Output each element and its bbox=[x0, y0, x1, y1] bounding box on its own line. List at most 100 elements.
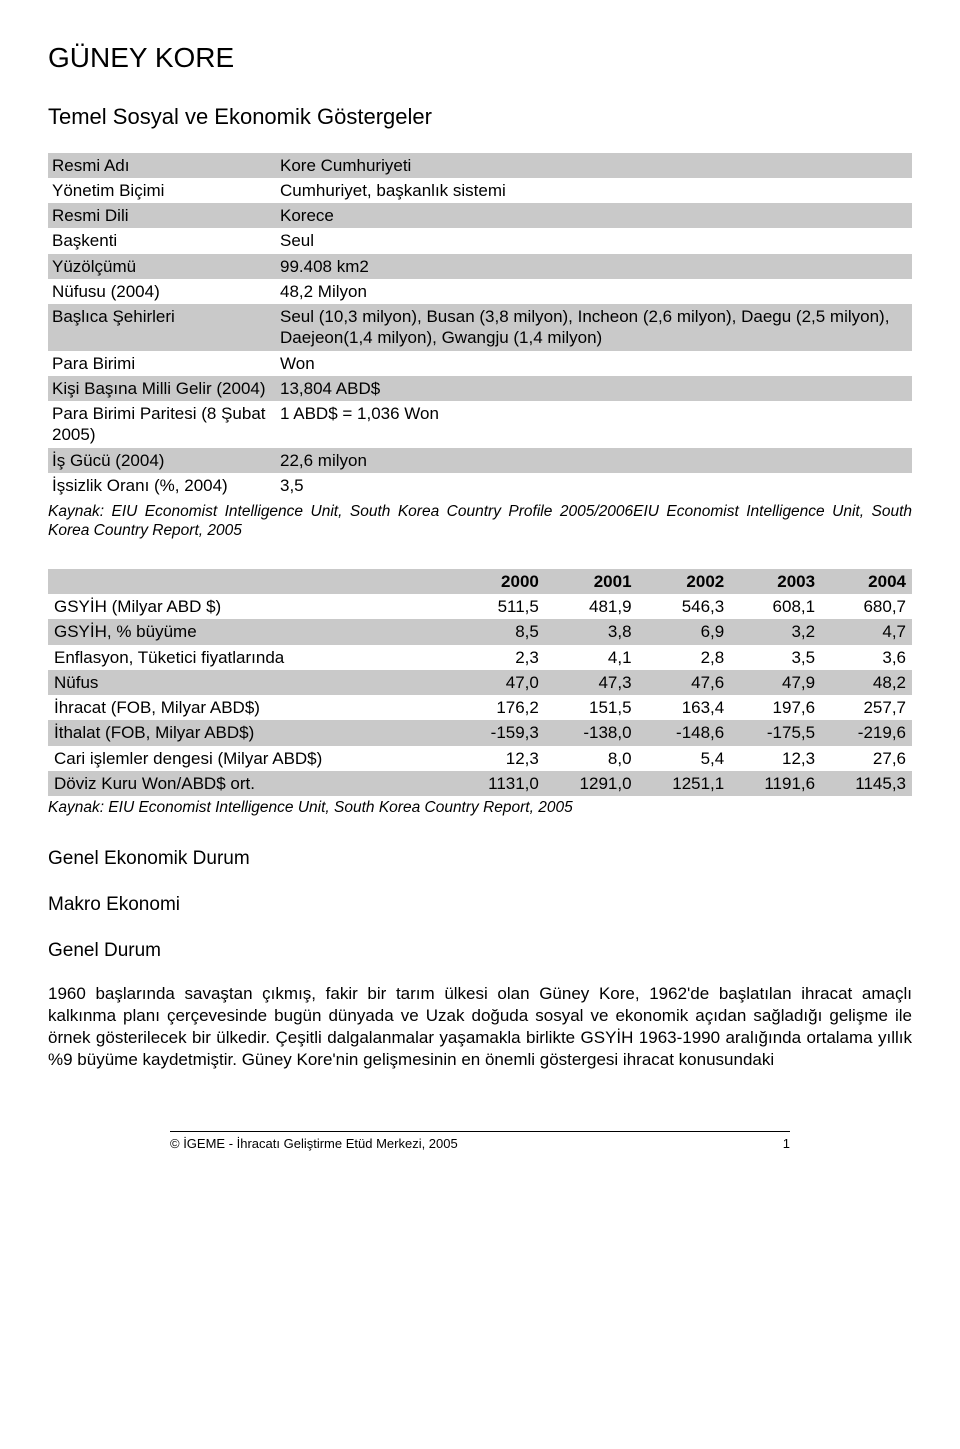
table-header-year: 2001 bbox=[545, 569, 638, 594]
table-cell: 47,3 bbox=[545, 670, 638, 695]
page-title: GÜNEY KORE bbox=[48, 40, 912, 75]
table-row-label: İhracat (FOB, Milyar ABD$) bbox=[48, 695, 454, 720]
table-row-label: Döviz Kuru Won/ABD$ ort. bbox=[48, 771, 454, 796]
key-value-table: Resmi AdıKore CumhuriyetiYönetim BiçimiC… bbox=[48, 153, 912, 499]
table-cell: -219,6 bbox=[821, 720, 912, 745]
table-cell: -148,6 bbox=[638, 720, 731, 745]
table-cell: 48,2 bbox=[821, 670, 912, 695]
kv-value: Won bbox=[276, 351, 912, 376]
table-cell: 1191,6 bbox=[730, 771, 821, 796]
table-row: İş Gücü (2004)22,6 milyon bbox=[48, 448, 912, 473]
footer-page-number: 1 bbox=[783, 1136, 790, 1152]
table-cell: 47,0 bbox=[454, 670, 545, 695]
kv-key: İşsizlik Oranı (%, 2004) bbox=[48, 473, 276, 498]
table-row: İthalat (FOB, Milyar ABD$)-159,3-138,0-1… bbox=[48, 720, 912, 745]
kv-value: 1 ABD$ = 1,036 Won bbox=[276, 401, 912, 448]
table-row: Başlıca ŞehirleriSeul (10,3 milyon), Bus… bbox=[48, 304, 912, 351]
table-cell: 1145,3 bbox=[821, 771, 912, 796]
kv-key: Başlıca Şehirleri bbox=[48, 304, 276, 351]
section-heading-1: Genel Ekonomik Durum bbox=[48, 847, 912, 871]
table-row: Para BirimiWon bbox=[48, 351, 912, 376]
table-row: Nüfus47,047,347,647,948,2 bbox=[48, 670, 912, 695]
kv-value: 13,804 ABD$ bbox=[276, 376, 912, 401]
table-cell: 3,8 bbox=[545, 619, 638, 644]
kv-key: Başkenti bbox=[48, 228, 276, 253]
table-cell: 608,1 bbox=[730, 594, 821, 619]
kv-key: Para Birimi bbox=[48, 351, 276, 376]
section-subtitle: Temel Sosyal ve Ekonomik Göstergeler bbox=[48, 103, 912, 131]
table-cell: 1251,1 bbox=[638, 771, 731, 796]
table-row: Yönetim BiçimiCumhuriyet, başkanlık sist… bbox=[48, 178, 912, 203]
table-row: İhracat (FOB, Milyar ABD$)176,2151,5163,… bbox=[48, 695, 912, 720]
table-row: Nüfusu (2004)48,2 Milyon bbox=[48, 279, 912, 304]
table-cell: 2,3 bbox=[454, 645, 545, 670]
table-cell: 3,6 bbox=[821, 645, 912, 670]
section-heading-3: Genel Durum bbox=[48, 939, 912, 963]
table-row: BaşkentiSeul bbox=[48, 228, 912, 253]
table-cell: 163,4 bbox=[638, 695, 731, 720]
table-cell: 4,7 bbox=[821, 619, 912, 644]
kv-value: 22,6 milyon bbox=[276, 448, 912, 473]
kv-key: Para Birimi Paritesi (8 Şubat 2005) bbox=[48, 401, 276, 448]
table-row: Resmi AdıKore Cumhuriyeti bbox=[48, 153, 912, 178]
table-row-label: GSYİH (Milyar ABD $) bbox=[48, 594, 454, 619]
table-row: Cari işlemler dengesi (Milyar ABD$)12,38… bbox=[48, 746, 912, 771]
table-cell: 546,3 bbox=[638, 594, 731, 619]
kv-value: 48,2 Milyon bbox=[276, 279, 912, 304]
table-row-label: GSYİH, % büyüme bbox=[48, 619, 454, 644]
table-cell: 4,1 bbox=[545, 645, 638, 670]
table-row-label: Enflasyon, Tüketici fiyatlarında bbox=[48, 645, 454, 670]
table-cell: -175,5 bbox=[730, 720, 821, 745]
section-heading-2: Makro Ekonomi bbox=[48, 893, 912, 917]
table-row-label: Nüfus bbox=[48, 670, 454, 695]
table-cell: 12,3 bbox=[454, 746, 545, 771]
kv-key: Yönetim Biçimi bbox=[48, 178, 276, 203]
table-cell: 47,9 bbox=[730, 670, 821, 695]
table-row-label: İthalat (FOB, Milyar ABD$) bbox=[48, 720, 454, 745]
table-cell: 151,5 bbox=[545, 695, 638, 720]
source-note-2: Kaynak: EIU Economist Intelligence Unit,… bbox=[48, 798, 912, 817]
table-row: Enflasyon, Tüketici fiyatlarında2,34,12,… bbox=[48, 645, 912, 670]
table-cell: 176,2 bbox=[454, 695, 545, 720]
kv-value: Seul bbox=[276, 228, 912, 253]
table-header-year: 2002 bbox=[638, 569, 731, 594]
table-cell: 2,8 bbox=[638, 645, 731, 670]
table-row-label: Cari işlemler dengesi (Milyar ABD$) bbox=[48, 746, 454, 771]
table-cell: 511,5 bbox=[454, 594, 545, 619]
table-cell: 8,5 bbox=[454, 619, 545, 644]
kv-value: 3,5 bbox=[276, 473, 912, 498]
kv-value: Kore Cumhuriyeti bbox=[276, 153, 912, 178]
table-row: GSYİH, % büyüme8,53,86,93,24,7 bbox=[48, 619, 912, 644]
kv-key: Nüfusu (2004) bbox=[48, 279, 276, 304]
table-cell: 1291,0 bbox=[545, 771, 638, 796]
table-row: Döviz Kuru Won/ABD$ ort.1131,01291,01251… bbox=[48, 771, 912, 796]
source-note-1: Kaynak: EIU Economist Intelligence Unit,… bbox=[48, 502, 912, 541]
table-cell: 12,3 bbox=[730, 746, 821, 771]
table-row: Resmi DiliKorece bbox=[48, 203, 912, 228]
table-cell: 27,6 bbox=[821, 746, 912, 771]
kv-key: Kişi Başına Milli Gelir (2004) bbox=[48, 376, 276, 401]
table-row: Kişi Başına Milli Gelir (2004)13,804 ABD… bbox=[48, 376, 912, 401]
kv-value: Seul (10,3 milyon), Busan (3,8 milyon), … bbox=[276, 304, 912, 351]
table-cell: 6,9 bbox=[638, 619, 731, 644]
kv-key: Resmi Adı bbox=[48, 153, 276, 178]
kv-value: 99.408 km2 bbox=[276, 254, 912, 279]
kv-key: Yüzölçümü bbox=[48, 254, 276, 279]
table-cell: 3,2 bbox=[730, 619, 821, 644]
table-cell: 3,5 bbox=[730, 645, 821, 670]
table-header-year: 2000 bbox=[454, 569, 545, 594]
footer-copyright: © İGEME - İhracatı Geliştirme Etüd Merke… bbox=[170, 1136, 458, 1152]
table-cell: 5,4 bbox=[638, 746, 731, 771]
table-header-empty bbox=[48, 569, 454, 594]
kv-value: Cumhuriyet, başkanlık sistemi bbox=[276, 178, 912, 203]
table-cell: 680,7 bbox=[821, 594, 912, 619]
table-header-year: 2004 bbox=[821, 569, 912, 594]
table-cell: 47,6 bbox=[638, 670, 731, 695]
table-cell: 481,9 bbox=[545, 594, 638, 619]
kv-key: İş Gücü (2004) bbox=[48, 448, 276, 473]
table-cell: -159,3 bbox=[454, 720, 545, 745]
data-table: 20002001200220032004 GSYİH (Milyar ABD $… bbox=[48, 569, 912, 796]
table-cell: 257,7 bbox=[821, 695, 912, 720]
table-header-year: 2003 bbox=[730, 569, 821, 594]
kv-value: Korece bbox=[276, 203, 912, 228]
